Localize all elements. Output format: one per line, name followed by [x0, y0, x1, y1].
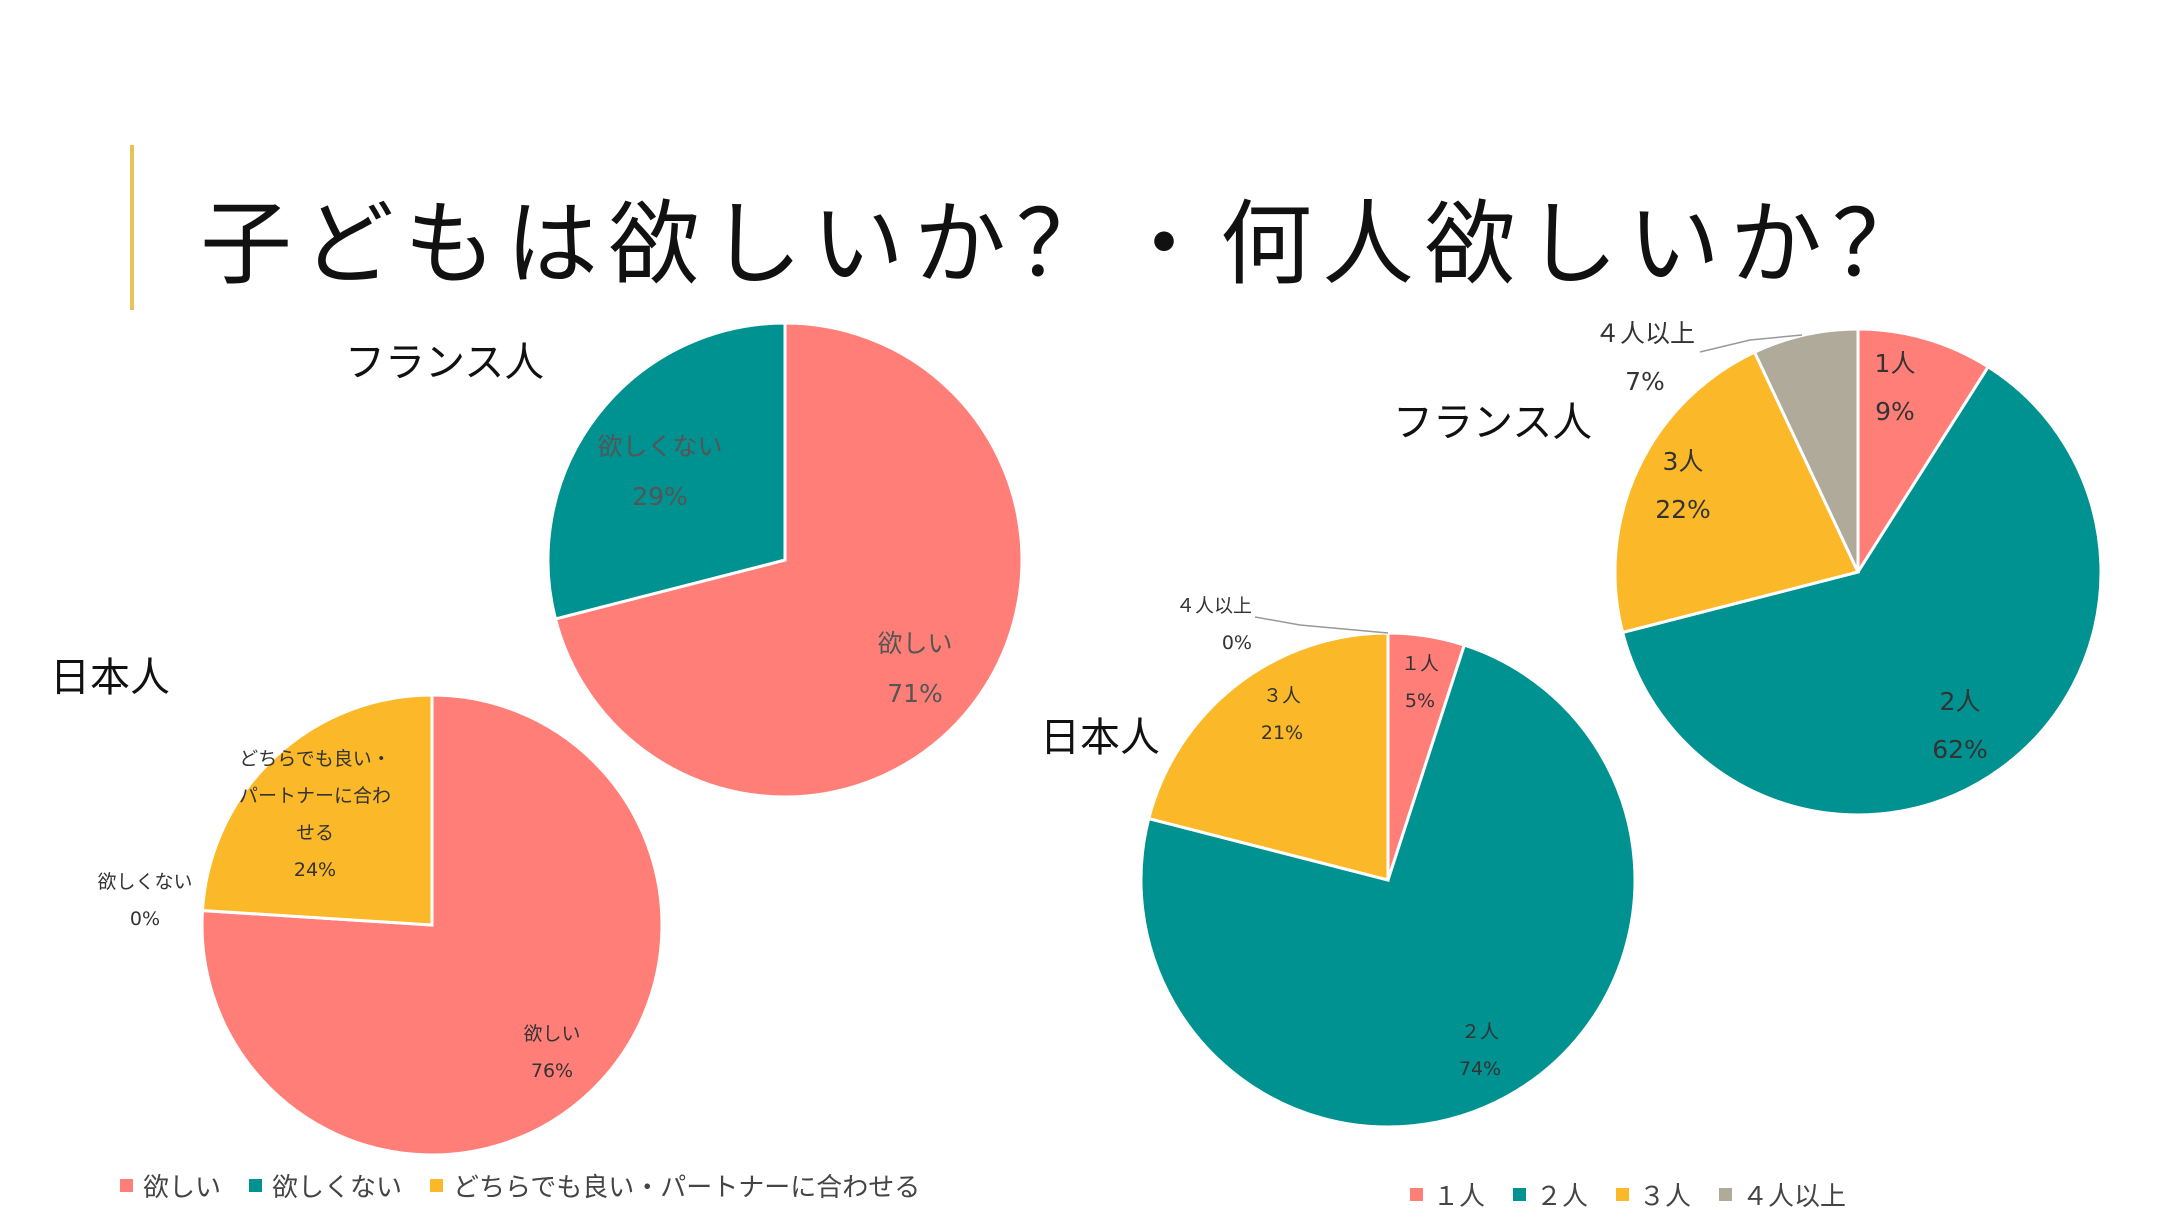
- legend-label: どちらでも良い・パートナーに合わせる: [453, 1173, 921, 1203]
- pie3-slice-2: [1613, 350, 1861, 635]
- pie1-value-2: 24%: [294, 859, 336, 881]
- pie2-value-0: 5%: [1405, 690, 1435, 712]
- title-accent-bar: [130, 145, 134, 310]
- pie2-label-1: ２人: [1461, 1021, 1499, 1043]
- pie2-value-1: 74%: [1459, 1058, 1501, 1080]
- legend-label: 欲しくない: [272, 1173, 403, 1203]
- pie0-value-0: 71%: [887, 679, 943, 708]
- pie2-leader-3: [1254, 616, 1389, 634]
- legend-item: １人: [1410, 1176, 1485, 1213]
- legend-item: 欲しい: [120, 1167, 221, 1204]
- legend-label: ３人: [1639, 1182, 1692, 1212]
- pie1-label-0: 欲しい: [523, 1023, 580, 1045]
- pie2-slice-1: [1139, 643, 1637, 1129]
- legend-label: 欲しい: [143, 1173, 222, 1203]
- legend-label: ４人以上: [1742, 1182, 1847, 1212]
- pie3-slice-0: [1856, 327, 1991, 578]
- pie3-leader-3: [1699, 334, 1803, 353]
- pie1-value-0: 76%: [531, 1060, 573, 1082]
- pie2-label-2: ３人: [1263, 685, 1301, 707]
- legend-item: 欲しくない: [249, 1167, 402, 1204]
- legend-swatch: [120, 1179, 133, 1192]
- pie1-slice-0: [200, 693, 664, 1157]
- legend-swatch: [1616, 1188, 1630, 1201]
- legend-label: １人: [1433, 1182, 1486, 1212]
- legend-swatch: [1410, 1188, 1423, 1201]
- legend-item: どちらでも良い・パートナーに合わせる: [430, 1167, 920, 1204]
- legend-swatch: [430, 1179, 444, 1192]
- pie2-label-0: １人: [1401, 653, 1439, 675]
- pie2-slice-2: [1146, 631, 1390, 882]
- pie1-label-2-line2: せる: [296, 822, 334, 844]
- pie3-value-2: 22%: [1655, 495, 1711, 524]
- pie3-value-3: 7%: [1625, 367, 1665, 396]
- pie0-value-1: 29%: [632, 482, 688, 511]
- legend-swatch: [249, 1179, 263, 1192]
- pie1-label-2-line0: どちらでも良い・: [239, 748, 390, 770]
- legend-item: ２人: [1513, 1176, 1588, 1213]
- pie2-value-2: 21%: [1261, 722, 1303, 744]
- pie1-slice-2: [200, 693, 434, 927]
- pie0-slice-1: [546, 321, 787, 621]
- legend-swatch: [1513, 1188, 1527, 1201]
- pie1-label-1: 欲しくない: [97, 871, 192, 893]
- pie3-label-0: 1人: [1875, 349, 1916, 378]
- pie3-slice-3: [1752, 327, 1860, 573]
- legend-label: ２人: [1536, 1182, 1589, 1212]
- pie0-slice-0: [553, 321, 1024, 799]
- label-france-left: フランス人: [345, 340, 545, 386]
- legend-item: ３人: [1616, 1176, 1691, 1213]
- pie3-label-2: 3人: [1663, 447, 1704, 476]
- pie1-value-1: 0%: [130, 908, 160, 930]
- pie3-value-1: 62%: [1932, 735, 1988, 764]
- legend-number-children: １人 ２人 ３人 ４人以上: [1410, 1176, 1846, 1213]
- slide-title: 子どもは欲しいか？・何人欲しいか？: [200, 191, 1935, 298]
- legend-want-children: 欲しい 欲しくない どちらでも良い・パートナーに合わせる: [120, 1167, 920, 1204]
- label-japan-left: 日本人: [50, 655, 170, 701]
- pie2-label-3: ４人以上: [1176, 595, 1252, 617]
- pie0-label-0: 欲しい: [877, 629, 952, 658]
- pie3-label-1: 2人: [1940, 687, 1981, 716]
- pie3-value-0: 9%: [1875, 397, 1915, 426]
- legend-item: ４人以上: [1719, 1176, 1846, 1213]
- pie1-label-2-line1: パートナーに合わ: [239, 785, 391, 807]
- pie3-label-3: ４人以上: [1595, 319, 1695, 348]
- pie3-slice-1: [1620, 364, 2103, 817]
- pie2-value-3: 0%: [1222, 632, 1252, 654]
- legend-swatch: [1719, 1188, 1733, 1201]
- label-france-right: フランス人: [1393, 400, 1593, 446]
- pie0-label-1: 欲しくない: [597, 432, 722, 461]
- label-japan-right: 日本人: [1040, 715, 1160, 761]
